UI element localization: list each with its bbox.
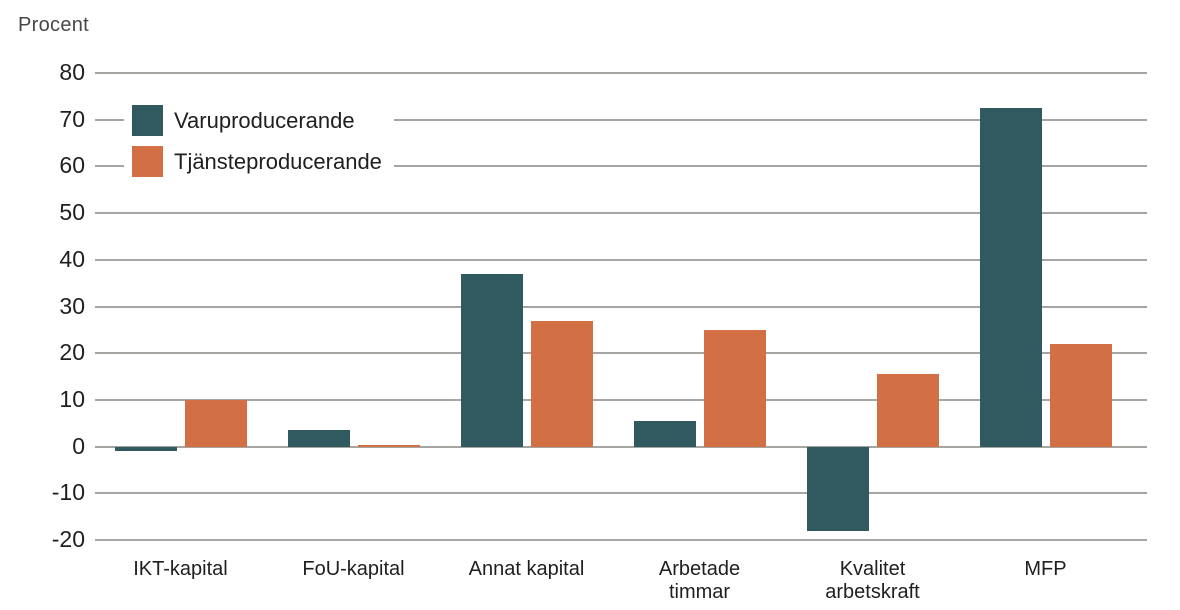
bar-varuproducerande-2 xyxy=(460,273,523,447)
gridline xyxy=(95,165,1147,168)
bar-varuproducerande-0 xyxy=(114,446,177,452)
bar-tjänsteproducerande-1 xyxy=(357,445,420,447)
legend-swatch-varuproducerande xyxy=(132,105,163,136)
legend-label-varuproducerande: Varuproducerande xyxy=(174,107,355,133)
legend-item-varuproducerande: Varuproducerande xyxy=(132,105,382,136)
bar-tjänsteproducerande-2 xyxy=(530,320,593,447)
category-label: IKT-kapital xyxy=(133,558,228,580)
gridline xyxy=(95,492,1147,495)
legend-label-tjansteproducerande: Tjänsteproducerande xyxy=(174,148,382,174)
gridline xyxy=(95,398,1147,401)
y-tick-label: 70 xyxy=(59,105,85,132)
y-tick-label: -10 xyxy=(51,479,85,506)
bar-varuproducerande-4 xyxy=(806,446,869,531)
y-tick-label: 50 xyxy=(59,199,85,226)
y-tick-label: 0 xyxy=(72,432,85,459)
gridline xyxy=(95,118,1147,121)
y-tick-label: 40 xyxy=(59,245,85,272)
gridline xyxy=(95,72,1147,74)
gridline xyxy=(95,212,1147,215)
gridline xyxy=(95,445,1147,448)
y-tick-label: 10 xyxy=(59,385,85,412)
bar-tjänsteproducerande-0 xyxy=(184,399,247,447)
y-tick-label: -20 xyxy=(51,526,85,552)
gridline xyxy=(95,352,1147,355)
bar-tjänsteproducerande-4 xyxy=(876,374,939,447)
y-tick-label: 30 xyxy=(59,292,85,319)
bar-varuproducerande-1 xyxy=(287,430,350,447)
bar-varuproducerande-3 xyxy=(633,420,696,447)
y-axis-unit-label: Procent xyxy=(18,14,90,36)
category-label: Arbetade timmar xyxy=(658,558,741,603)
legend-swatch-tjansteproducerande xyxy=(132,146,163,177)
y-tick-label: 20 xyxy=(59,339,85,366)
bar-varuproducerande-5 xyxy=(979,108,1042,447)
bar-tjänsteproducerande-5 xyxy=(1049,343,1112,447)
legend-item-tjansteproducerande: Tjänsteproducerande xyxy=(132,146,382,177)
gridline xyxy=(95,539,1147,541)
gridline xyxy=(95,258,1147,261)
legend: Varuproducerande Tjänsteproducerande xyxy=(124,92,394,190)
bar-tjänsteproducerande-3 xyxy=(703,329,766,447)
category-label: Kvalitet arbetskraft xyxy=(825,558,920,603)
category-label: Annat kapital xyxy=(468,558,585,580)
y-tick-label: 80 xyxy=(59,59,85,85)
category-label: MFP xyxy=(1024,558,1067,580)
category-label: FoU-kapital xyxy=(302,558,405,580)
y-tick-label: 60 xyxy=(59,152,85,179)
gridline xyxy=(95,305,1147,308)
